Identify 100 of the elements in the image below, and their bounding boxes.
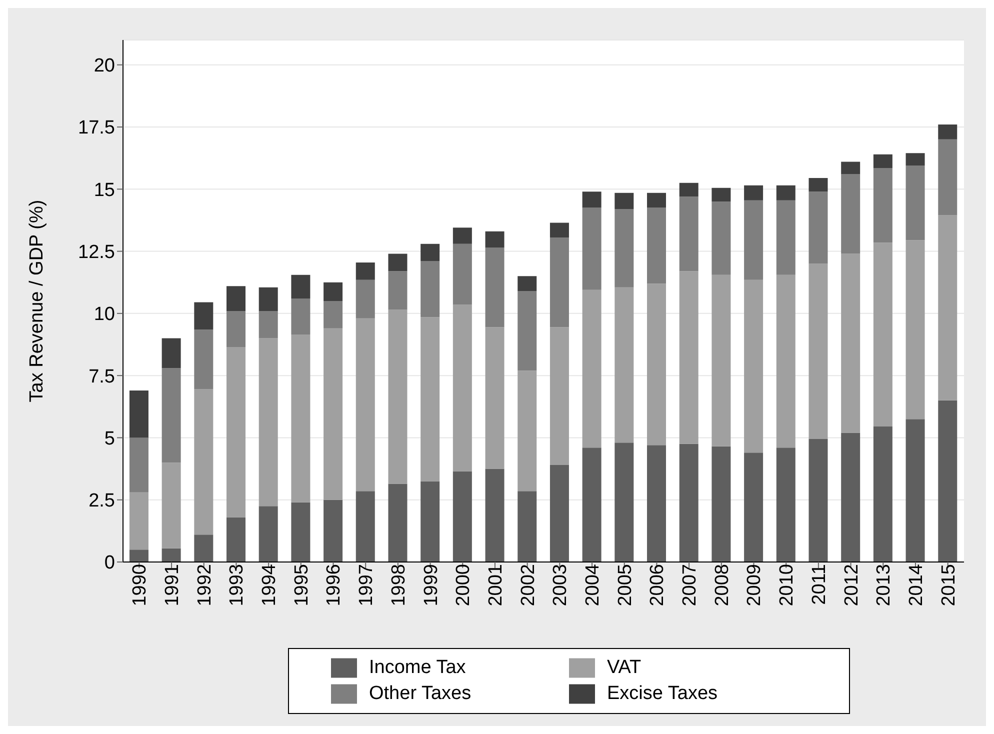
- bar: [420, 261, 440, 318]
- x-tick-label: 2012: [841, 564, 862, 606]
- bar: [324, 282, 343, 301]
- bar: [582, 208, 602, 290]
- bar: [873, 242, 892, 427]
- bar: [808, 192, 828, 264]
- bar: [388, 254, 408, 272]
- bar: [226, 346, 246, 518]
- bar: [291, 502, 310, 562]
- bar: [712, 202, 731, 275]
- bar: [518, 276, 537, 292]
- bar: [129, 492, 148, 550]
- bar: [162, 338, 181, 368]
- bar: [744, 200, 764, 280]
- bar: [452, 304, 472, 472]
- bar: [129, 390, 148, 438]
- x-tick-label: 2006: [647, 564, 668, 606]
- bar: [744, 452, 764, 562]
- bar: [291, 334, 310, 502]
- bar: [744, 280, 764, 453]
- bar: [388, 271, 408, 310]
- x-tick-label: 2014: [906, 564, 927, 606]
- bar: [938, 215, 958, 400]
- bar: [712, 188, 731, 202]
- bar: [258, 287, 278, 311]
- y-tick-label: 0: [104, 552, 115, 574]
- bar: [162, 368, 181, 463]
- bar: [776, 200, 796, 275]
- bar: [485, 248, 504, 328]
- x-tick-label: 2015: [938, 564, 960, 606]
- bar: [388, 310, 408, 484]
- x-tick-label: 1994: [259, 564, 280, 606]
- bar: [550, 238, 569, 328]
- bar: [614, 287, 634, 443]
- bar: [873, 154, 892, 168]
- x-tick-label: 2013: [874, 564, 895, 606]
- bar: [226, 286, 246, 311]
- y-tick-label: 5: [104, 428, 115, 450]
- bar: [226, 310, 246, 347]
- y-tick-label: 17.5: [78, 118, 115, 139]
- bar: [938, 139, 958, 216]
- x-tick-label: 2000: [453, 564, 474, 606]
- x-tick-label: 1992: [194, 564, 216, 606]
- x-tick-label: 2003: [550, 564, 572, 606]
- bar: [906, 153, 925, 166]
- bar: [194, 302, 214, 330]
- bar: [647, 208, 666, 284]
- y-axis-title: Tax Revenue / GDP (%): [26, 200, 48, 402]
- bar: [452, 228, 472, 244]
- bar: [906, 166, 925, 240]
- bar: [679, 271, 698, 444]
- y-tick-label: 7.5: [88, 366, 115, 388]
- x-tick-label: 2005: [614, 564, 636, 606]
- x-tick-label: 2011: [808, 564, 830, 605]
- x-tick-label: 1999: [420, 564, 442, 606]
- bar: [518, 291, 537, 371]
- bar: [776, 185, 796, 200]
- x-tick-label: 2009: [744, 564, 766, 606]
- bar: [194, 389, 214, 535]
- bar: [162, 462, 181, 548]
- bar: [744, 185, 764, 200]
- x-tick-label: 1996: [324, 564, 345, 606]
- x-tick-label: 2008: [712, 564, 733, 606]
- y-tick-label: 2.5: [88, 490, 115, 512]
- bar: [258, 338, 278, 506]
- bar: [258, 310, 278, 338]
- bar: [808, 264, 828, 439]
- x-tick-label: 2007: [680, 564, 701, 606]
- legend-label: Other Taxes: [368, 683, 472, 706]
- x-tick-label: 1990: [130, 564, 151, 606]
- x-tick-label: 2002: [518, 564, 539, 606]
- bar: [485, 327, 504, 469]
- x-tick-label: 1993: [226, 564, 248, 606]
- bar: [614, 442, 634, 562]
- bar: [712, 274, 731, 446]
- bar: [420, 317, 440, 482]
- x-tick-label: 2010: [776, 564, 798, 606]
- bar: [129, 438, 148, 492]
- y-tick-label: 12.5: [78, 242, 115, 264]
- bar: [776, 274, 796, 448]
- bar: [938, 400, 958, 562]
- x-tick-label: 1998: [388, 564, 410, 606]
- y-tick-label: 10: [94, 304, 115, 326]
- bar: [324, 328, 343, 500]
- legend-label: Income Tax: [368, 657, 467, 680]
- x-tick-label: 2004: [582, 564, 604, 606]
- bar: [291, 274, 310, 299]
- bar: [356, 262, 375, 280]
- x-tick-label: 2001: [485, 564, 506, 606]
- x-tick-label: 1997: [356, 564, 378, 606]
- bar: [582, 192, 602, 208]
- bar: [420, 244, 440, 262]
- bar: [582, 290, 602, 448]
- bar: [647, 192, 666, 208]
- y-tick-label: 20: [94, 56, 115, 77]
- legend-label: Excise Taxes: [606, 683, 719, 706]
- bar: [356, 318, 375, 492]
- bar: [324, 301, 343, 328]
- bar: [485, 231, 504, 248]
- bar: [873, 168, 892, 243]
